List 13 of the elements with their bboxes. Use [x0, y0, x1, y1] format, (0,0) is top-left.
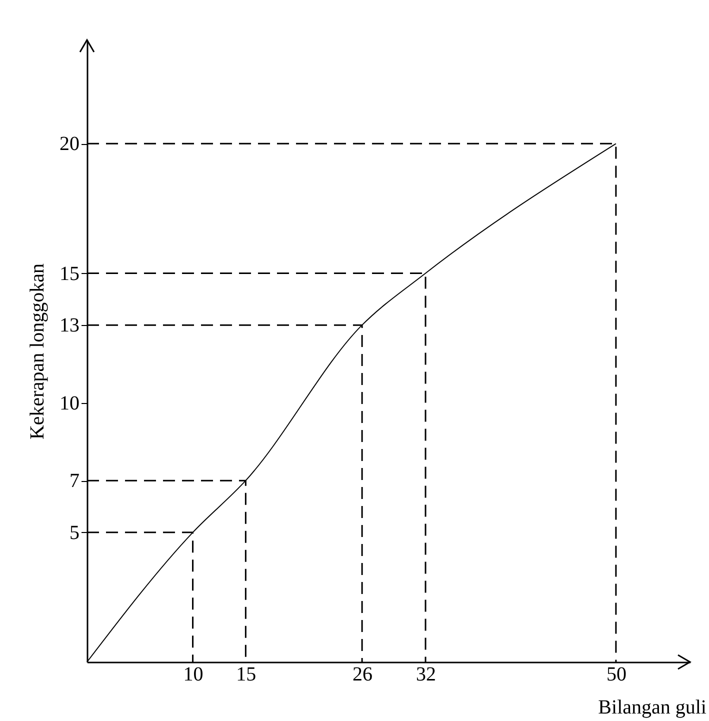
y-tick-label: 7 — [70, 470, 80, 492]
x-tick-label: 50 — [606, 664, 626, 686]
y-axis-title: Kekerapan longgokan — [26, 263, 48, 440]
x-tick-label: 10 — [183, 664, 204, 686]
x-tick-label: 32 — [416, 664, 436, 686]
y-tick-label: 20 — [60, 133, 80, 156]
y-tick-label: 10 — [60, 392, 80, 414]
x-axis-title: Bilangan guli — [598, 696, 707, 718]
y-tick-label: 5 — [70, 522, 80, 544]
y-tick-label: 15 — [60, 262, 80, 285]
y-tick-label: 13 — [60, 314, 80, 337]
x-tick-label: 26 — [352, 664, 373, 686]
x-tick-label: 15 — [236, 664, 256, 686]
